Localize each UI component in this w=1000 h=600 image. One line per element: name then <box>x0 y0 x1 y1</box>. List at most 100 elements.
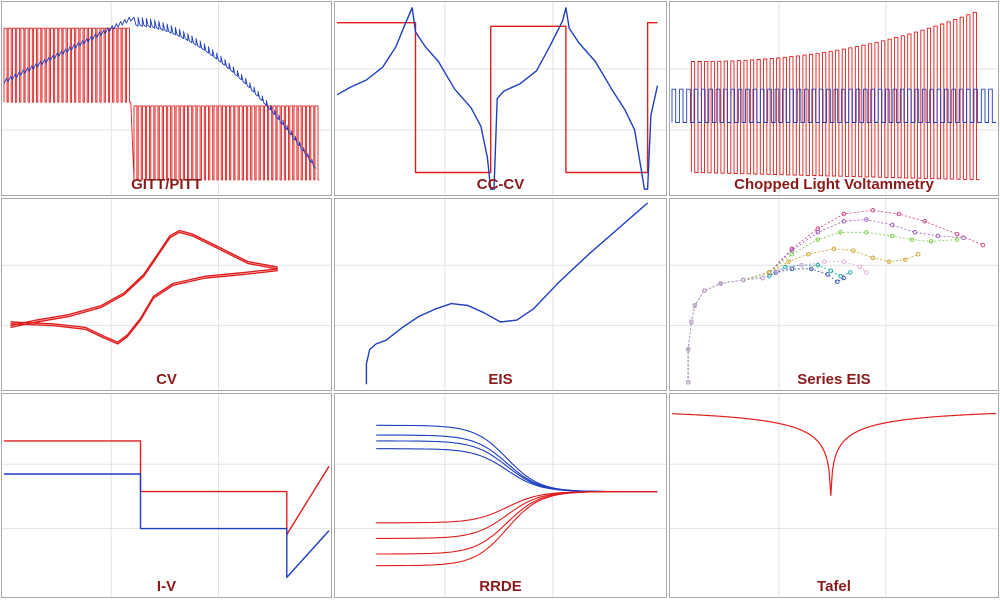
data-point-series_eis-2-11 <box>841 219 846 224</box>
panel-eis: EIS <box>334 198 667 391</box>
plot-chopped <box>670 2 998 195</box>
data-point-series_eis-7-2 <box>685 347 691 352</box>
plot-cccv <box>335 2 666 195</box>
data-point-series_eis-7-12 <box>841 259 846 264</box>
chart-title-cv: CV <box>156 371 177 388</box>
series-series_eis-2 <box>687 219 964 383</box>
data-point-series_eis-7-7 <box>741 277 746 283</box>
data-point-series_eis-2-12 <box>864 217 869 222</box>
data-point-series_eis-3-12 <box>864 230 869 235</box>
series-rrde-6 <box>376 491 658 539</box>
panel-cccv: CC-CV <box>334 1 667 196</box>
series-series_eis-1 <box>687 209 984 383</box>
series-cv-1 <box>10 231 278 345</box>
data-point-series_eis-1-11 <box>841 211 846 217</box>
chart-title-iv: I-V <box>156 578 177 595</box>
data-point-series_eis-2-14 <box>912 230 918 235</box>
data-point-series_eis-3-11 <box>838 230 843 235</box>
data-point-series_eis-6-14 <box>841 275 846 281</box>
plot-iv <box>2 394 331 597</box>
data-point-series_eis-4-14 <box>886 259 892 264</box>
panel-gitt: GITT/PITT <box>1 1 332 196</box>
data-point-series_eis-7-5 <box>702 288 707 294</box>
data-point-series_eis-1-9 <box>789 246 795 252</box>
data-point-series_eis-3-15 <box>928 239 934 244</box>
panel-cv: CV <box>1 198 332 391</box>
data-point-series_eis-2-13 <box>890 222 895 228</box>
data-point-series_eis-1-13 <box>896 211 902 217</box>
series-gitt-2 <box>3 16 317 169</box>
series-iv-1 <box>4 440 330 536</box>
data-point-series_eis-7-11 <box>822 259 827 264</box>
series-rrde-4 <box>376 448 658 493</box>
data-point-series_eis-5-12 <box>828 268 834 273</box>
series-rrde-8 <box>376 491 658 567</box>
data-point-series_eis-3-9 <box>789 251 795 257</box>
data-point-series_eis-4-10 <box>805 251 811 257</box>
data-point-series_eis-4-12 <box>851 248 856 253</box>
data-point-series_eis-1-14 <box>922 219 927 224</box>
series-gitt-1 <box>3 27 320 181</box>
panel-iv: I-V <box>1 393 332 598</box>
data-point-series_eis-5-14 <box>847 270 853 275</box>
panel-rrde: RRDE <box>334 393 667 598</box>
data-point-series_eis-6-10 <box>789 266 795 272</box>
panel-tafel: Tafel <box>669 393 999 598</box>
data-point-series_eis-4-9 <box>786 259 791 264</box>
chart-title-series-eis: Series EIS <box>797 371 871 388</box>
data-point-series_eis-7-9 <box>776 268 782 273</box>
series-rrde-2 <box>376 434 658 493</box>
data-point-series_eis-4-13 <box>870 255 876 261</box>
data-point-series_eis-7-6 <box>718 281 723 286</box>
data-point-series_eis-7-8 <box>760 275 765 281</box>
gridlines-cv <box>2 199 331 390</box>
gridlines-iv <box>2 394 331 597</box>
panel-series-eis: Series EIS <box>669 198 999 391</box>
plot-tafel <box>670 394 998 597</box>
data-point-series_eis-2-10 <box>815 230 821 235</box>
data-point-series_eis-3-13 <box>890 233 895 239</box>
plot-eis <box>335 199 666 390</box>
data-point-series_eis-4-16 <box>915 251 921 257</box>
gridlines-cccv <box>335 2 666 195</box>
data-point-series_eis-7-1 <box>685 380 691 385</box>
data-point-series_eis-7-14 <box>864 270 869 275</box>
data-point-series_eis-1-16 <box>980 242 986 248</box>
series-cccv-2 <box>336 7 659 190</box>
data-point-series_eis-6-9 <box>773 270 778 275</box>
series-iv-2 <box>4 473 330 579</box>
chart-title-chopped: Chopped Light Voltammetry <box>734 176 934 193</box>
data-point-series_eis-6-11 <box>809 266 814 272</box>
data-point-series_eis-4-11 <box>831 246 837 252</box>
data-point-series_eis-3-10 <box>815 237 821 242</box>
data-point-series_eis-1-15 <box>954 231 960 237</box>
data-point-series_eis-7-10 <box>799 262 804 268</box>
data-point-series_eis-7-3 <box>689 319 694 325</box>
chart-title-rrde: RRDE <box>479 578 522 595</box>
plot-rrde <box>335 394 666 597</box>
series-chopped-1 <box>690 11 980 181</box>
series-cv-2 <box>10 229 278 343</box>
plot-series-eis <box>670 199 998 390</box>
chart-title-gitt: GITT/PITT <box>131 176 202 193</box>
gridlines-eis <box>335 199 666 390</box>
data-point-series_eis-5-13 <box>838 273 843 279</box>
data-point-series_eis-3-14 <box>909 237 915 242</box>
data-point-series_eis-2-16 <box>961 235 966 241</box>
data-point-series_eis-6-12 <box>825 272 830 277</box>
data-point-series_eis-7-13 <box>857 264 863 270</box>
data-point-series_eis-1-12 <box>870 208 876 213</box>
series-series_eis-7 <box>687 261 867 383</box>
data-point-series_eis-7-4 <box>692 303 697 308</box>
gridlines-tafel <box>670 394 998 597</box>
data-point-series_eis-4-15 <box>903 257 908 262</box>
gridlines-series_eis <box>670 199 998 390</box>
series-eis-1 <box>365 202 649 385</box>
series-tafel-1 <box>671 412 996 497</box>
panel-chopped: Chopped Light Voltammetry <box>669 1 999 196</box>
chart-title-tafel: Tafel <box>817 578 851 595</box>
data-point-series_eis-6-13 <box>834 279 840 284</box>
plot-gitt <box>2 2 331 195</box>
data-point-series_eis-5-9 <box>783 264 788 270</box>
